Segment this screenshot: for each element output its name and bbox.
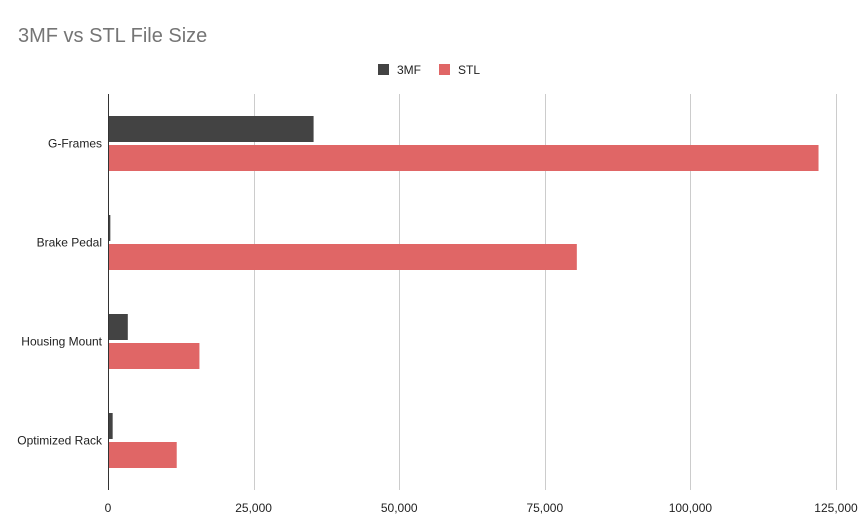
bar-3mf-1 (108, 215, 111, 241)
bars (108, 116, 819, 468)
category-label: Brake Pedal (37, 236, 102, 250)
bar-stl-3 (108, 442, 177, 468)
x-tick-label: 75,000 (526, 501, 563, 515)
tick-labels: 0 25,000 50,000 75,000 100,000 125,000 (105, 501, 858, 515)
category-label: Housing Mount (21, 335, 102, 349)
category-label: G-Frames (48, 137, 102, 151)
x-tick-label: 125,000 (814, 501, 858, 515)
x-tick-label: 0 (105, 501, 112, 515)
legend: 3MF STL (378, 63, 480, 77)
bar-3mf-3 (108, 413, 113, 439)
category-label: Optimized Rack (17, 434, 103, 448)
x-tick-label: 100,000 (669, 501, 713, 515)
x-tick-label: 50,000 (381, 501, 418, 515)
bar-3mf-0 (108, 116, 314, 142)
x-tick-label: 25,000 (235, 501, 272, 515)
category-labels: G-Frames Brake Pedal Housing Mount Optimize… (17, 137, 103, 448)
bar-stl-1 (108, 244, 577, 270)
legend-swatch-3mf (378, 64, 389, 75)
chart-title: 3MF vs STL File Size (18, 25, 207, 47)
legend-swatch-stl (439, 64, 450, 75)
bar-stl-0 (108, 145, 819, 171)
legend-label-3mf: 3MF (397, 63, 421, 77)
legend-label-stl: STL (458, 63, 480, 77)
bar-stl-2 (108, 343, 200, 369)
bar-3mf-2 (108, 314, 128, 340)
